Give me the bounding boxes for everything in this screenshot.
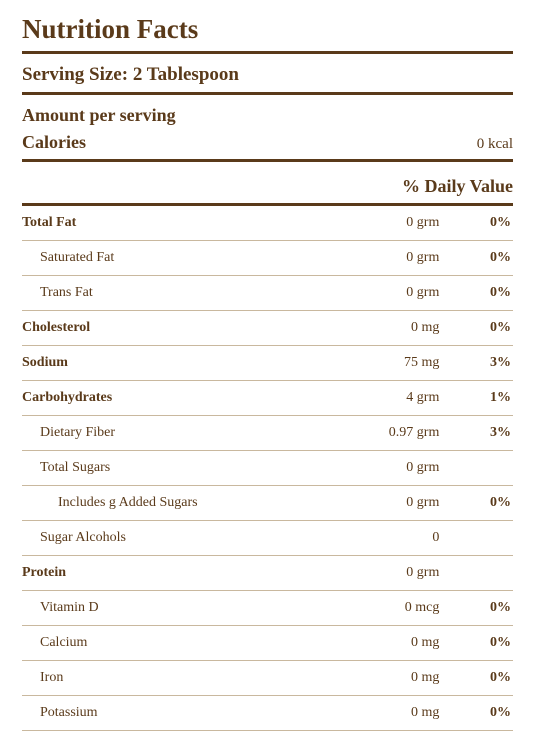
daily-value-header: % Daily Value xyxy=(22,168,513,206)
nutrient-pct: 0% xyxy=(439,241,513,276)
nutrient-amount: 0 grm xyxy=(317,241,440,276)
nutrient-pct xyxy=(439,451,513,486)
nutrient-name: Sugar Alcohols xyxy=(22,521,317,556)
nutrient-amount: 0 grm xyxy=(317,206,440,241)
nutrient-name: Sodium xyxy=(22,346,317,381)
nutrient-name: Vitamin D xyxy=(22,591,317,626)
nutrient-amount: 0 xyxy=(317,521,440,556)
nutrition-row: Total Fat0 grm0% xyxy=(22,206,513,241)
nutrient-amount: 0 grm xyxy=(317,451,440,486)
nutrient-amount: 0 mg xyxy=(317,626,440,661)
nutrient-pct: 0% xyxy=(439,276,513,311)
nutrient-pct: 0% xyxy=(439,661,513,696)
nutrient-amount: 4 grm xyxy=(317,381,440,416)
nutrient-amount: 0 mg xyxy=(317,661,440,696)
nutrition-row: Carbohydrates4 grm1% xyxy=(22,381,513,416)
amount-per-serving: Amount per serving xyxy=(22,95,513,132)
nutrient-amount: 0 mg xyxy=(317,696,440,731)
nutrition-row: Cholesterol0 mg0% xyxy=(22,311,513,346)
nutrient-name: Calcium xyxy=(22,626,317,661)
nutrient-amount: 0 grm xyxy=(317,486,440,521)
nutrient-name: Protein xyxy=(22,556,317,591)
nutrition-row: Saturated Fat0 grm0% xyxy=(22,241,513,276)
nutrient-name: Cholesterol xyxy=(22,311,317,346)
nutrition-title: Nutrition Facts xyxy=(22,14,513,54)
nutrient-amount: 0.97 grm xyxy=(317,416,440,451)
nutrition-row: Potassium0 mg0% xyxy=(22,696,513,731)
nutrient-pct: 0% xyxy=(439,591,513,626)
nutrient-amount: 0 grm xyxy=(317,276,440,311)
nutrient-name: Total Sugars xyxy=(22,451,317,486)
nutrient-name: Potassium xyxy=(22,696,317,731)
nutrient-pct: 1% xyxy=(439,381,513,416)
nutrient-name: Saturated Fat xyxy=(22,241,317,276)
nutrient-pct: 0% xyxy=(439,311,513,346)
nutrition-row: Calcium0 mg0% xyxy=(22,626,513,661)
nutrient-pct: 3% xyxy=(439,416,513,451)
nutrition-row: Sugar Alcohols0 xyxy=(22,521,513,556)
nutrient-name: Includes g Added Sugars xyxy=(22,486,317,521)
nutrition-row: Trans Fat0 grm0% xyxy=(22,276,513,311)
nutrient-pct xyxy=(439,556,513,591)
nutrition-row: Includes g Added Sugars0 grm0% xyxy=(22,486,513,521)
nutrient-amount: 0 mcg xyxy=(317,591,440,626)
nutrient-amount: 0 mg xyxy=(317,311,440,346)
nutrition-row: Total Sugars0 grm xyxy=(22,451,513,486)
nutrition-row: Vitamin D0 mcg0% xyxy=(22,591,513,626)
nutrient-pct: 0% xyxy=(439,206,513,241)
nutrient-name: Total Fat xyxy=(22,206,317,241)
nutrient-pct xyxy=(439,521,513,556)
nutrient-pct: 0% xyxy=(439,696,513,731)
nutrition-row: Sodium75 mg3% xyxy=(22,346,513,381)
nutrient-pct: 3% xyxy=(439,346,513,381)
nutrient-amount: 0 grm xyxy=(317,556,440,591)
calories-row: Calories 0 kcal xyxy=(22,132,513,162)
nutrition-table: Total Fat0 grm0%Saturated Fat0 grm0%Tran… xyxy=(22,206,513,731)
nutrition-row: Protein0 grm xyxy=(22,556,513,591)
calories-value: 0 kcal xyxy=(477,136,513,153)
nutrient-pct: 0% xyxy=(439,626,513,661)
nutrition-row: Dietary Fiber0.97 grm3% xyxy=(22,416,513,451)
nutrition-row: Iron0 mg0% xyxy=(22,661,513,696)
nutrient-name: Iron xyxy=(22,661,317,696)
calories-label: Calories xyxy=(22,132,86,153)
nutrient-name: Carbohydrates xyxy=(22,381,317,416)
nutrient-pct: 0% xyxy=(439,486,513,521)
nutrient-amount: 75 mg xyxy=(317,346,440,381)
nutrient-name: Dietary Fiber xyxy=(22,416,317,451)
nutrient-name: Trans Fat xyxy=(22,276,317,311)
serving-size: Serving Size: 2 Tablespoon xyxy=(22,54,513,95)
